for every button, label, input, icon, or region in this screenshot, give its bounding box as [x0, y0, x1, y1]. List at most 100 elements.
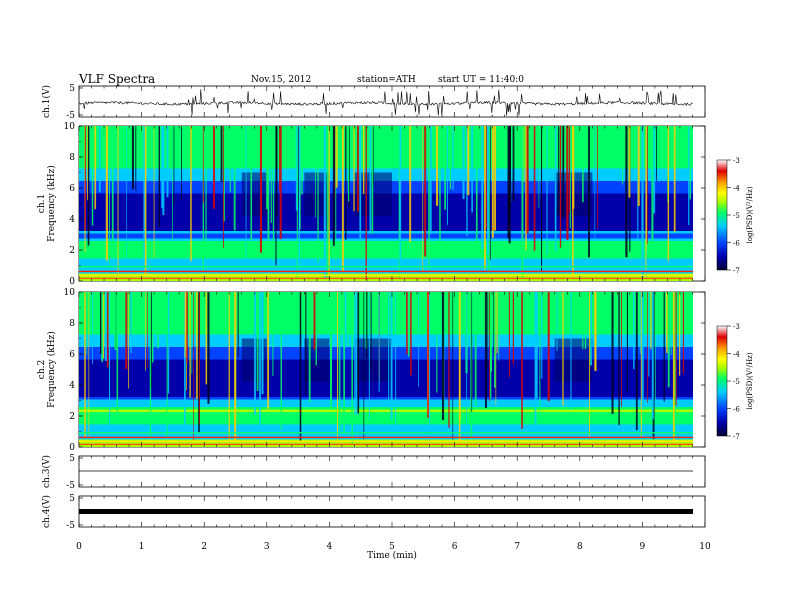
spectrogram-streak [594, 126, 596, 241]
spectrogram-streak [378, 292, 380, 393]
spectrogram-band [79, 384, 693, 388]
spectrogram-streak [84, 126, 86, 231]
ch2-colorbar [716, 325, 728, 437]
spectrogram-band [79, 143, 693, 147]
x-tick-label: 0 [76, 542, 82, 552]
spectrogram-streak [343, 292, 346, 433]
spectrogram-streak [462, 126, 465, 200]
spectrogram-streak [338, 292, 341, 432]
spectrogram-streak [441, 292, 445, 421]
ch1-colorbar [716, 159, 728, 271]
spectrogram-streak [663, 292, 665, 402]
spectrogram-band [79, 221, 693, 224]
spectrogram-band [79, 294, 693, 298]
spectrogram-streak [436, 292, 438, 393]
colorbar-tick-label: -5 [733, 212, 740, 220]
spectrogram-streak [173, 126, 175, 205]
spectrogram-streak [228, 292, 230, 442]
y-tick-label: 5 [69, 494, 75, 504]
spectrogram-band [79, 251, 693, 254]
spectrogram-band [79, 256, 693, 259]
spectrogram-streak [84, 292, 86, 439]
spectrogram-streak [406, 292, 408, 355]
x-tick-label: 5 [389, 542, 395, 552]
spectrogram-streak [229, 126, 231, 193]
spectrogram-band [79, 216, 693, 219]
spectrogram-streak [498, 292, 500, 361]
spectrogram-streak [678, 292, 681, 376]
spectrogram-band [79, 389, 693, 393]
spectrogram-streak [569, 126, 571, 229]
spectrogram-streak [299, 292, 302, 441]
ch4-waveform-line [79, 509, 693, 514]
spectrogram-streak [359, 126, 362, 239]
spectrogram-streak [489, 292, 492, 399]
x-tick-label: 8 [577, 542, 583, 552]
spectrogram-band [79, 243, 693, 247]
spectrogram-streak [344, 292, 347, 348]
station-label: station=ATH [357, 75, 416, 85]
x-tick-label: 7 [514, 542, 520, 552]
figure-title: VLF Spectra [79, 72, 156, 86]
spectrogram-streak [470, 292, 473, 439]
spectrogram-streak [628, 126, 631, 198]
spectrogram-streak [688, 126, 690, 226]
spectrogram-band [79, 437, 693, 440]
spectrogram-band [79, 402, 693, 405]
spectrogram-streak [153, 126, 155, 258]
spectrogram-streak [370, 292, 372, 370]
spectrogram-streak [541, 292, 543, 379]
spectrogram-streak [368, 292, 370, 420]
spectrogram-streak [270, 126, 272, 223]
spectrogram-streak [259, 126, 263, 253]
spectrogram-streak [314, 126, 316, 218]
spectrogram-streak [213, 126, 215, 209]
spectrogram-band [79, 404, 693, 408]
spectrogram-band [79, 231, 693, 234]
spectrogram-streak [534, 292, 537, 426]
spectrogram-band [79, 307, 693, 310]
spectrogram-streak [105, 292, 107, 361]
spectrogram-streak [547, 292, 550, 401]
spectrogram-band [79, 304, 693, 308]
spectrogram-streak [193, 292, 194, 441]
spectrogram-streak [184, 292, 186, 358]
spectrogram-streak [131, 126, 134, 190]
spectrogram-streak [341, 126, 344, 271]
spectrogram-streak [205, 126, 207, 253]
spectrogram-streak [279, 126, 282, 240]
spectrogram-streak [489, 292, 490, 402]
spectrogram-band [79, 314, 693, 318]
y-tick-label: -5 [66, 521, 75, 531]
spectrogram-streak [220, 126, 223, 182]
spectrogram-band [79, 261, 693, 264]
spectrogram-streak [245, 126, 247, 258]
spectrogram-streak [594, 292, 597, 372]
spectrogram-band [79, 334, 693, 338]
spectrogram-band [79, 319, 693, 323]
spectrogram-streak [562, 292, 564, 406]
spectrogram-streak [222, 126, 225, 222]
y-tick-label: 0 [69, 443, 75, 453]
spectrogram-band [79, 271, 693, 274]
spectrogram-streak [323, 126, 326, 279]
spectrogram-streak [646, 126, 647, 251]
spectrogram-streak [484, 292, 487, 408]
spectrogram-streak [298, 126, 300, 265]
spectrogram-streak [345, 126, 347, 240]
spectrogram-streak [407, 292, 410, 357]
spectrogram-line [79, 440, 693, 442]
spectrogram-streak [363, 292, 365, 440]
spectrogram-streak [639, 292, 641, 354]
spectrogram-band [79, 141, 693, 144]
spectrogram-streak [570, 292, 572, 410]
spectrogram-band [79, 168, 693, 172]
spectrogram-streak [172, 126, 173, 240]
y-tick-label: 6 [69, 350, 75, 360]
spectrogram-streak [92, 292, 93, 365]
x-tick-label: 2 [201, 542, 207, 552]
spectrogram-streak [625, 126, 628, 258]
spectrogram-band [79, 322, 693, 325]
spectrogram-band [79, 392, 693, 395]
